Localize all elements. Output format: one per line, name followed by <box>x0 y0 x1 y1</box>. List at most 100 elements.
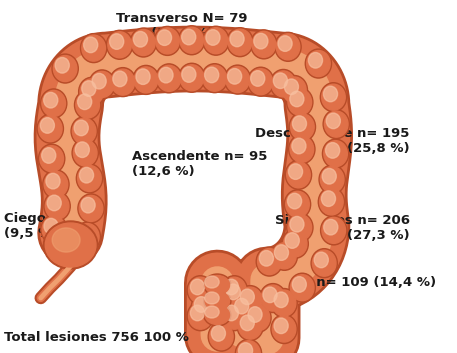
Circle shape <box>251 71 265 86</box>
Circle shape <box>230 31 244 47</box>
Circle shape <box>78 194 104 223</box>
Circle shape <box>74 222 101 251</box>
Circle shape <box>179 63 205 92</box>
Ellipse shape <box>205 292 219 304</box>
Circle shape <box>273 243 296 269</box>
Circle shape <box>288 164 303 179</box>
Circle shape <box>221 302 247 331</box>
Circle shape <box>156 28 179 54</box>
Ellipse shape <box>205 306 219 318</box>
Circle shape <box>292 277 306 292</box>
Circle shape <box>246 305 270 331</box>
Circle shape <box>278 36 292 52</box>
Circle shape <box>318 187 345 216</box>
Circle shape <box>240 315 255 331</box>
Circle shape <box>274 245 288 261</box>
Circle shape <box>41 215 67 244</box>
Circle shape <box>271 315 297 343</box>
Circle shape <box>44 171 68 197</box>
Circle shape <box>237 341 260 353</box>
Ellipse shape <box>205 276 219 288</box>
Circle shape <box>271 241 298 270</box>
Ellipse shape <box>52 228 80 252</box>
Circle shape <box>44 92 58 108</box>
Circle shape <box>192 295 216 321</box>
Circle shape <box>80 79 104 105</box>
Circle shape <box>224 305 239 321</box>
Circle shape <box>84 37 98 53</box>
Circle shape <box>45 193 69 219</box>
Text: Sigmoides n= 206
(27,3 %): Sigmoides n= 206 (27,3 %) <box>275 214 409 242</box>
Circle shape <box>305 49 331 78</box>
Circle shape <box>226 284 240 300</box>
Circle shape <box>286 191 309 217</box>
Circle shape <box>202 64 228 93</box>
Circle shape <box>292 138 306 154</box>
Circle shape <box>221 276 247 305</box>
Circle shape <box>38 116 62 142</box>
Circle shape <box>76 92 99 118</box>
Circle shape <box>136 69 150 84</box>
Circle shape <box>133 65 159 94</box>
Circle shape <box>319 189 343 215</box>
Ellipse shape <box>204 290 231 312</box>
Circle shape <box>194 297 208 312</box>
Circle shape <box>223 281 250 310</box>
Circle shape <box>252 31 276 58</box>
Circle shape <box>159 67 173 83</box>
Circle shape <box>325 143 340 158</box>
Circle shape <box>74 140 97 166</box>
Circle shape <box>228 68 242 84</box>
Circle shape <box>313 250 336 276</box>
Circle shape <box>187 276 213 305</box>
Circle shape <box>287 162 310 188</box>
Circle shape <box>240 289 255 305</box>
Circle shape <box>42 148 56 163</box>
Circle shape <box>74 90 101 120</box>
Circle shape <box>239 287 262 313</box>
Circle shape <box>55 58 69 73</box>
Circle shape <box>289 112 315 142</box>
Circle shape <box>43 170 69 199</box>
Ellipse shape <box>45 223 96 267</box>
Circle shape <box>90 71 114 97</box>
Circle shape <box>224 65 251 94</box>
Circle shape <box>134 67 158 93</box>
Circle shape <box>248 307 262 322</box>
Circle shape <box>37 114 64 143</box>
Circle shape <box>40 146 64 172</box>
Circle shape <box>189 303 212 329</box>
Circle shape <box>273 73 287 89</box>
Circle shape <box>226 67 250 92</box>
Ellipse shape <box>205 275 229 294</box>
Circle shape <box>237 286 263 315</box>
Circle shape <box>133 31 148 47</box>
Circle shape <box>284 79 298 95</box>
Circle shape <box>287 88 313 117</box>
Circle shape <box>211 325 225 341</box>
Text: Recto n= 109 (14,4 %): Recto n= 109 (14,4 %) <box>269 276 436 289</box>
Ellipse shape <box>204 304 231 326</box>
Circle shape <box>223 303 246 329</box>
Circle shape <box>111 69 135 95</box>
Circle shape <box>274 318 288 334</box>
Text: Transverso N= 79
(10,4 %): Transverso N= 79 (10,4 %) <box>117 12 248 40</box>
Circle shape <box>260 283 286 312</box>
Circle shape <box>78 94 92 109</box>
Circle shape <box>191 305 204 321</box>
Circle shape <box>42 216 66 243</box>
Circle shape <box>323 110 350 139</box>
Ellipse shape <box>205 292 229 311</box>
Circle shape <box>42 90 65 116</box>
Circle shape <box>232 295 258 324</box>
Circle shape <box>270 70 297 98</box>
Circle shape <box>290 91 304 107</box>
Circle shape <box>259 251 273 266</box>
Circle shape <box>228 29 252 55</box>
Circle shape <box>254 33 268 49</box>
Circle shape <box>319 165 345 194</box>
Circle shape <box>158 30 171 46</box>
Circle shape <box>113 71 127 87</box>
Circle shape <box>80 167 94 183</box>
Circle shape <box>274 292 288 307</box>
